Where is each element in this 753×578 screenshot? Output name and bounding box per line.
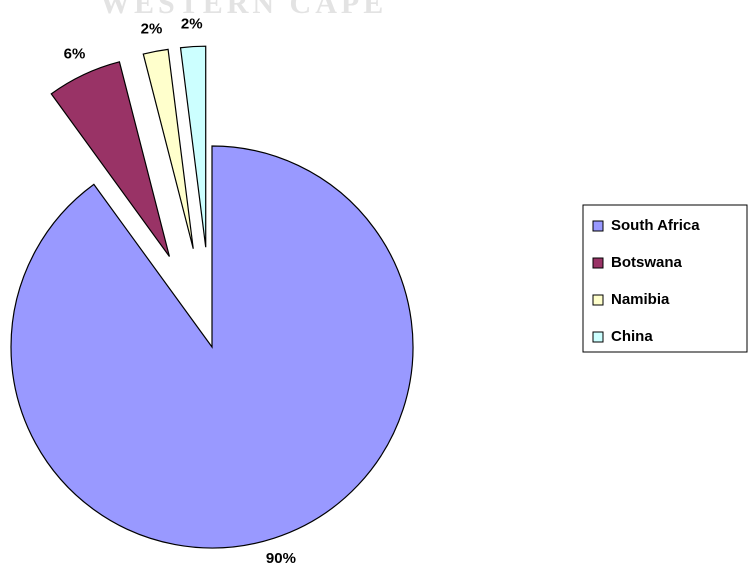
data-label: 6% (64, 46, 86, 63)
legend-swatch (592, 220, 604, 232)
legend-swatch (592, 331, 604, 343)
legend-box (582, 204, 748, 353)
legend-label: South Africa (611, 217, 700, 234)
legend-swatch (592, 257, 604, 269)
data-label: 2% (141, 21, 163, 38)
pie-slice (10, 145, 414, 549)
pie-slice (179, 45, 207, 248)
legend-label: Namibia (611, 291, 670, 308)
legend-swatch (592, 294, 604, 306)
pie-slice (50, 61, 171, 257)
data-label: 90% (266, 550, 296, 567)
watermark: WESTERN CAPE (100, 0, 387, 20)
legend-label: China (611, 328, 653, 345)
legend-label: Botswana (611, 254, 683, 271)
data-label: 2% (181, 16, 203, 33)
pie-slice (142, 48, 194, 249)
